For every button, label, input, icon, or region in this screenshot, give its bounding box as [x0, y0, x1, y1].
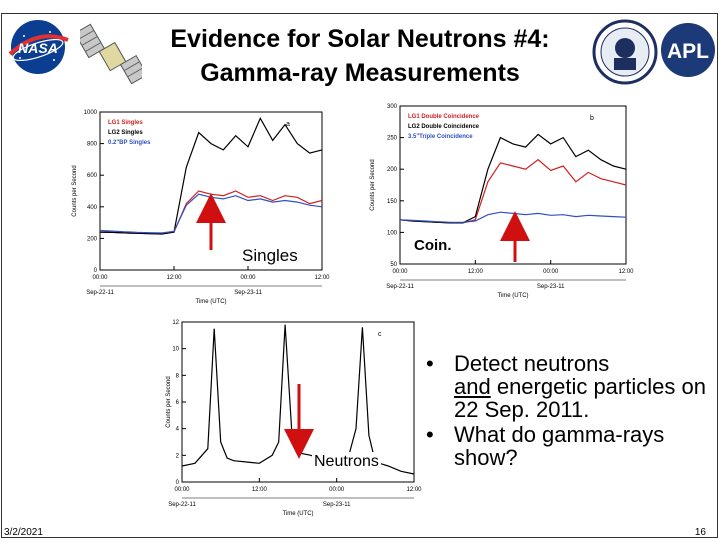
- y-axis-label: Counts per Second: [72, 165, 78, 216]
- date-tick-label: Sep-22-11: [86, 290, 114, 296]
- plot-frame: [99, 111, 323, 271]
- x-tick-label: 00:00: [329, 487, 345, 493]
- y-tick-label: 100: [387, 230, 398, 236]
- x-tick-label: 12:00: [314, 275, 330, 281]
- legend-entry: 0.2"BP Singles: [108, 140, 151, 146]
- y-tick-label: 12: [172, 320, 179, 326]
- y-tick-label: 200: [87, 236, 98, 242]
- x-tick-label: 00:00: [392, 269, 408, 275]
- y-tick-label: 800: [87, 142, 98, 148]
- nasa-logo: NASA: [6, 18, 70, 76]
- bullet-2-text: What do gamma-rays show?: [454, 422, 665, 470]
- x-axis-label: Time (UTC): [282, 511, 313, 517]
- y-tick-label: 2: [176, 453, 180, 459]
- y-tick-label: 600: [87, 173, 98, 179]
- coin-label: Coin.: [412, 236, 454, 256]
- panel-letter: b: [590, 115, 594, 122]
- bullet-dot-icon: •: [426, 351, 434, 376]
- title-line-2: Gamma-ray Measurements: [200, 59, 520, 87]
- y-tick-label: 4: [176, 427, 180, 433]
- y-tick-label: 200: [387, 167, 398, 173]
- y-tick-label: 50: [390, 262, 397, 268]
- x-axis-label: Time (UTC): [497, 293, 528, 299]
- satellite-icon: [74, 16, 148, 92]
- legend-entry: 3.5"Triple Coincidence: [408, 134, 473, 140]
- x-axis-label: Time (UTC): [195, 299, 226, 305]
- page-number: 16: [694, 527, 706, 538]
- bullet-1-rest: energetic particles on 22 Sep. 2011.: [454, 374, 706, 422]
- y-axis-label: Counts per Second: [166, 376, 172, 427]
- y-tick-label: 300: [387, 104, 398, 110]
- x-tick-label: 12:00: [166, 275, 182, 281]
- y-tick-label: 6: [176, 400, 180, 406]
- singles-label: Singles: [240, 246, 300, 266]
- y-tick-label: 0: [94, 268, 98, 274]
- svg-text:APL: APL: [667, 40, 709, 63]
- x-tick-label: 00:00: [92, 275, 108, 281]
- x-tick-label: 00:00: [543, 269, 559, 275]
- bullet-1-head: Detect neutrons: [454, 351, 610, 376]
- legend-entry: LG2 Singles: [108, 130, 143, 136]
- panel-letter: a: [286, 121, 290, 128]
- x-tick-label: 12:00: [468, 269, 484, 275]
- series-line-1: [99, 116, 323, 235]
- x-tick-label: 12:00: [618, 269, 634, 275]
- y-axis-label: Counts per Second: [370, 159, 376, 210]
- y-tick-label: 10: [172, 347, 179, 353]
- panel-letter: c: [378, 331, 382, 338]
- legend-entry: LG1 Double Coincidence: [408, 114, 480, 120]
- legend-entry: LG2 Double Coincidence: [408, 124, 480, 130]
- y-tick-label: 0: [176, 480, 180, 486]
- y-tick-label: 400: [87, 205, 98, 211]
- svg-text:NASA: NASA: [18, 40, 58, 56]
- date-tick-label: Sep-23-11: [234, 290, 262, 296]
- slide-frame: [1, 13, 718, 538]
- bullet-dot-icon: •: [426, 422, 434, 447]
- x-tick-label: 00:00: [174, 487, 190, 493]
- legend-entry: LG1 Singles: [108, 120, 143, 126]
- date-tick-label: Sep-23-11: [323, 502, 351, 508]
- title-line-1: Evidence for Solar Neutrons #4:: [170, 25, 550, 53]
- date-tick-label: Sep-22-11: [168, 502, 196, 508]
- neutron-chart: 0 2 4 6 8 10 12 00:00 12:00 00:00 12:00 Sep-22-11 Se…: [166, 320, 422, 517]
- bullet-item-2: • What do gamma-rays show?: [426, 423, 706, 469]
- date-tick-label: Sep-22-11: [386, 284, 414, 290]
- apl-logo: APL: [660, 22, 716, 78]
- bullet-list: • Detect neutrons and energetic particle…: [426, 352, 706, 471]
- bullet-1-underlined: and: [454, 374, 491, 399]
- neutrons-label: Neutrons: [312, 452, 381, 472]
- bullet-item-1: • Detect neutrons and energetic particle…: [426, 352, 706, 421]
- chart-panel-c: 0 2 4 6 8 10 12 00:00 12:00 00:00 12:00 Sep-22-11 Se…: [160, 312, 424, 522]
- y-tick-label: 8: [176, 373, 180, 379]
- y-tick-label: 250: [387, 136, 398, 142]
- y-tick-label: 150: [387, 199, 398, 205]
- footer-date: 3/2/2021: [4, 527, 43, 538]
- coincidence-chart: 50 100 150 200 250 300 00:00 12:00 00:00 12:00 Sep…: [370, 104, 634, 299]
- chart-panel-b: 50 100 150 200 250 300 00:00 12:00 00:00 12:00 Sep…: [364, 94, 640, 309]
- y-tick-label: 1000: [84, 110, 98, 116]
- x-tick-label: 12:00: [252, 487, 268, 493]
- x-tick-label: 12:00: [406, 487, 422, 493]
- x-tick-label: 00:00: [240, 275, 256, 281]
- slide-title: Evidence for Solar Neutrons #4: Gamma-ra…: [130, 22, 590, 90]
- university-seal: [592, 16, 658, 88]
- date-tick-label: Sep-23-11: [537, 284, 565, 290]
- series-line-0: [181, 324, 415, 475]
